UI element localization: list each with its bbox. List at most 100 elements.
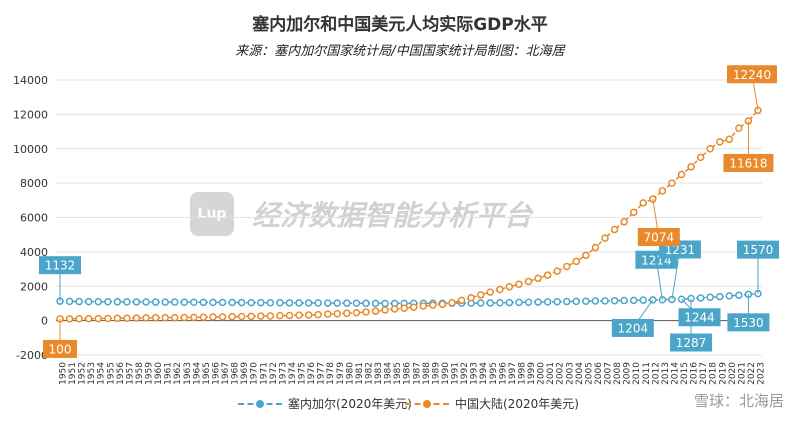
watermark-text: 经济数据智能分析平台 (252, 199, 533, 232)
data-point-0 (725, 292, 734, 300)
data-point-0 (735, 291, 743, 299)
data-point-1 (209, 313, 217, 321)
y-tick-label: 10000 (13, 143, 48, 156)
data-point-1 (104, 314, 112, 323)
data-label: 11618 (729, 156, 767, 170)
data-point-1 (180, 313, 189, 322)
data-point-0 (276, 299, 284, 307)
x-tick-label: 1981 (355, 362, 365, 385)
data-point-0 (151, 298, 160, 306)
data-point-1 (333, 310, 342, 318)
data-point-1 (524, 277, 533, 286)
x-tick-label: 1958 (135, 362, 145, 385)
data-point-0 (295, 299, 303, 307)
x-tick-label: 1965 (202, 362, 212, 385)
data-point-1 (429, 301, 437, 309)
watermark-logo: Lup (190, 192, 234, 236)
data-label: 1570 (743, 243, 774, 257)
x-tick-label: 1977 (317, 362, 327, 385)
x-tick-label: 2006 (594, 362, 604, 385)
x-tick-label: 1999 (527, 362, 537, 385)
x-tick-label: 1994 (479, 362, 489, 385)
data-point-1 (620, 218, 628, 226)
x-tick-label: 1992 (460, 362, 470, 385)
data-point-1 (419, 302, 428, 310)
x-tick-label: 2015 (680, 362, 690, 385)
data-point-0 (582, 297, 590, 305)
data-point-0 (352, 299, 361, 308)
data-label: 7074 (644, 231, 675, 245)
data-point-1 (716, 138, 724, 146)
x-tick-label: 1987 (412, 362, 422, 385)
data-point-0 (629, 296, 638, 305)
data-point-0 (247, 298, 255, 307)
data-point-0 (84, 297, 93, 306)
data-point-0 (591, 297, 600, 305)
x-tick-label: 1971 (259, 362, 269, 385)
data-label: 1287 (676, 336, 707, 350)
x-tick-label: 1978 (326, 362, 336, 385)
data-point-1 (199, 313, 208, 321)
legend-item-china[interactable]: 中国大陆(2020年美元) (405, 395, 579, 412)
data-point-1 (170, 313, 179, 322)
x-tick-label: 1954 (97, 362, 107, 385)
y-tick-label: -2000 (16, 349, 48, 362)
data-point-0 (75, 297, 83, 306)
data-point-1 (543, 271, 552, 279)
data-point-1 (218, 313, 227, 321)
data-point-0 (304, 299, 313, 307)
y-tick-label: 6000 (20, 212, 48, 225)
data-point-0 (180, 298, 189, 306)
data-point-1 (371, 307, 380, 315)
x-tick-label: 1968 (231, 362, 241, 385)
x-tick-label: 1964 (192, 362, 202, 385)
data-point-1 (629, 208, 638, 217)
data-point-0 (371, 299, 380, 308)
data-point-1 (563, 262, 571, 271)
x-tick-label: 1995 (489, 362, 499, 385)
data-point-1 (668, 179, 676, 187)
data-point-0 (601, 297, 609, 305)
x-tick-label: 1988 (422, 362, 432, 385)
data-point-1 (161, 313, 169, 322)
data-point-1 (601, 234, 609, 242)
x-tick-label: 2017 (699, 362, 709, 385)
data-point-0 (266, 299, 275, 307)
data-point-0 (716, 292, 724, 301)
data-point-1 (610, 225, 619, 234)
data-point-0 (218, 298, 227, 307)
x-tick-label: 1990 (441, 362, 451, 385)
x-tick-label: 2001 (546, 362, 556, 385)
x-tick-label: 2011 (642, 362, 652, 385)
x-tick-label: 1962 (173, 362, 183, 385)
data-point-1 (438, 300, 447, 309)
x-tick-label: 1983 (374, 362, 384, 385)
data-point-1 (123, 314, 131, 322)
x-tick-label: 1973 (278, 362, 288, 385)
data-label: 1244 (684, 311, 715, 325)
data-point-1 (658, 187, 667, 195)
x-tick-label: 1951 (68, 362, 78, 385)
data-label: 100 (49, 342, 72, 356)
data-point-0 (343, 299, 351, 307)
x-tick-label: 1957 (125, 362, 135, 385)
x-tick-label: 1984 (384, 362, 394, 385)
x-tick-label: 2005 (584, 362, 594, 385)
legend-item-senegal[interactable]: 塞内加尔(2020年美元) (238, 395, 412, 412)
x-tick-label: 1979 (336, 362, 346, 385)
data-point-0 (170, 298, 179, 306)
data-point-1 (228, 312, 236, 321)
x-tick-label: 2003 (565, 362, 575, 385)
x-tick-label: 1991 (451, 362, 461, 385)
data-point-0 (94, 297, 102, 306)
x-tick-label: 1986 (403, 362, 413, 385)
data-point-0 (314, 299, 322, 307)
data-point-1 (553, 267, 561, 275)
y-tick-label: 2000 (20, 280, 48, 293)
data-point-0 (563, 297, 571, 306)
data-point-1 (151, 314, 160, 322)
x-tick-label: 1959 (145, 362, 155, 385)
x-tick-label: 2021 (737, 362, 747, 385)
data-point-0 (362, 299, 370, 308)
